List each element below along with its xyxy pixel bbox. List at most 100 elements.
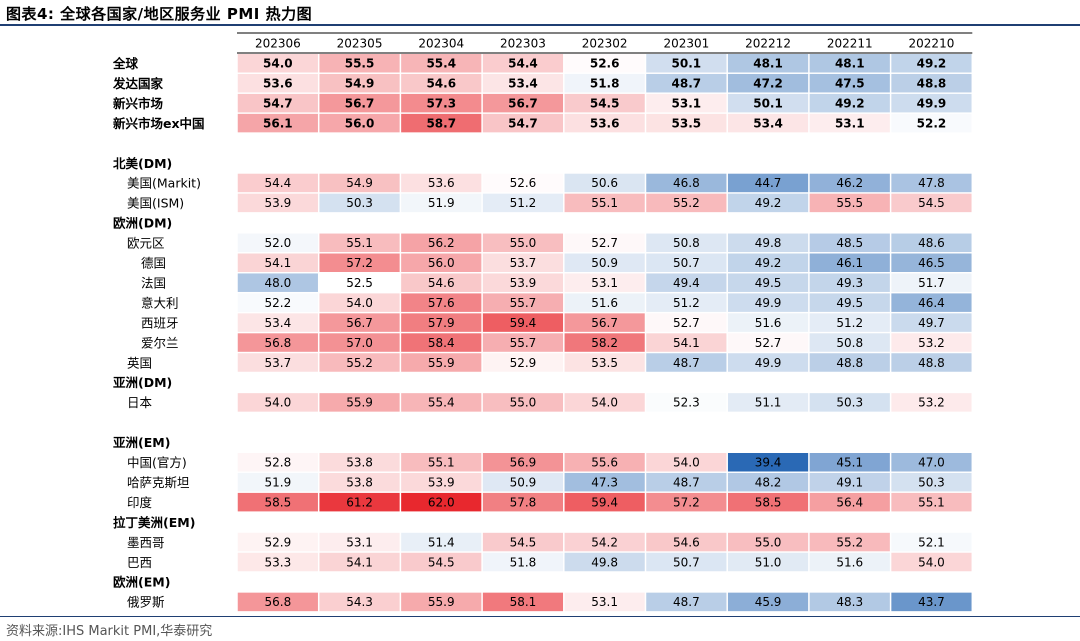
heatmap-cell — [401, 233, 482, 253]
heatmap-cell — [237, 393, 318, 412]
heatmap-cell — [646, 233, 727, 253]
heatmap-value: 54.0 — [591, 396, 618, 410]
heatmap-cell — [646, 453, 727, 472]
heatmap-cell — [891, 173, 972, 193]
row-label: 英国 — [127, 355, 152, 370]
heatmap-cell — [319, 54, 400, 73]
heatmap-cell — [482, 353, 564, 372]
heatmap-value: 50.3 — [836, 396, 863, 410]
row-label: 欧洲(EM) — [113, 575, 170, 590]
heatmap-cell — [564, 592, 645, 612]
heatmap-value: 58.5 — [264, 495, 291, 509]
heatmap-value: 55.4 — [428, 396, 455, 410]
row-label: 新兴市场 — [113, 96, 163, 111]
heatmap-cell — [319, 453, 400, 472]
heatmap-cell — [891, 253, 972, 272]
heatmap-value: 54.6 — [428, 276, 455, 290]
heatmap-value: 54.5 — [510, 535, 537, 549]
heatmap-value: 50.9 — [591, 256, 618, 270]
heatmap-value: 53.5 — [591, 356, 618, 370]
heatmap-cell — [482, 293, 564, 312]
heatmap-value: 52.8 — [264, 456, 291, 470]
heatmap-cell — [646, 492, 727, 512]
heatmap-value: 49.1 — [836, 475, 863, 489]
column-header: 202303 — [500, 37, 546, 51]
heatmap-cell — [482, 54, 564, 73]
heatmap-cell — [482, 453, 564, 472]
heatmap-cell — [809, 173, 890, 193]
heatmap-value: 47.5 — [835, 76, 865, 90]
heatmap-value: 55.0 — [510, 236, 537, 250]
heatmap-cell — [564, 293, 645, 312]
heatmap-value: 50.8 — [836, 336, 863, 350]
heatmap-value: 48.7 — [672, 76, 702, 90]
heatmap-cell — [891, 532, 972, 552]
heatmap-cell — [809, 313, 890, 332]
heatmap-value: 53.5 — [672, 116, 702, 130]
heatmap-value: 55.2 — [673, 196, 700, 210]
heatmap-value: 51.2 — [673, 296, 700, 310]
heatmap-value: 49.7 — [918, 316, 945, 330]
source-note: 资料来源:IHS Markit PMI,华泰研究 — [6, 624, 213, 639]
column-header: 202210 — [909, 37, 955, 51]
heatmap-value: 54.5 — [918, 196, 945, 210]
heatmap-value: 53.4 — [753, 116, 783, 130]
heatmap-value: 56.0 — [345, 116, 375, 130]
row-label: 意大利 — [141, 295, 179, 310]
heatmap-value: 57.2 — [346, 256, 373, 270]
heatmap-cell — [237, 552, 318, 572]
heatmap-value: 54.6 — [426, 76, 456, 90]
heatmap-value: 50.3 — [346, 196, 373, 210]
heatmap-value: 56.9 — [510, 456, 537, 470]
heatmap-value: 57.8 — [510, 495, 537, 509]
row-label: 拉丁美洲(EM) — [113, 515, 195, 530]
heatmap-cell — [319, 472, 400, 492]
heatmap-value: 55.5 — [836, 196, 863, 210]
heatmap-value: 52.7 — [673, 316, 700, 330]
heatmap-cell — [319, 532, 400, 552]
heatmap-value: 56.7 — [346, 316, 373, 330]
heatmap-value: 50.1 — [753, 96, 783, 110]
heatmap-cell — [727, 293, 809, 312]
heatmap-cell — [646, 93, 727, 113]
heatmap-cell — [319, 173, 400, 193]
heatmap-value: 58.5 — [755, 495, 782, 509]
heatmap-cell — [809, 592, 890, 612]
heatmap-value: 53.6 — [590, 116, 620, 130]
heatmap-value: 56.1 — [263, 116, 293, 130]
heatmap-cell — [401, 113, 482, 133]
heatmap-value: 53.9 — [510, 276, 537, 290]
row-label: 北美(DM) — [113, 156, 172, 171]
heatmap-value: 49.8 — [591, 555, 618, 569]
heatmap-value: 44.7 — [755, 176, 782, 190]
heatmap-cell — [891, 73, 972, 93]
heatmap-cell — [401, 333, 482, 352]
heatmap-cell — [891, 453, 972, 472]
heatmap-cell — [809, 333, 890, 352]
row-label: 全球 — [112, 56, 139, 71]
bottom-rule — [0, 616, 1080, 617]
heatmap-value: 57.0 — [346, 336, 373, 350]
heatmap-value: 49.2 — [835, 96, 865, 110]
row-label: 中国(官方) — [127, 455, 187, 470]
heatmap-cell — [237, 492, 318, 512]
heatmap-cell — [727, 333, 809, 352]
heatmap-cell — [646, 293, 727, 312]
heatmap-cell — [727, 193, 809, 213]
row-label: 日本 — [127, 395, 153, 410]
row-label: 巴西 — [127, 555, 152, 570]
heatmap-cell — [482, 113, 564, 133]
heatmap-cell — [564, 492, 645, 512]
heatmap-cell — [809, 552, 890, 572]
heatmap-cell — [237, 313, 318, 332]
heatmap-value: 46.2 — [836, 176, 863, 190]
heatmap-cell — [564, 193, 645, 213]
heatmap-value: 50.7 — [673, 256, 700, 270]
heatmap-cell — [891, 472, 972, 492]
heatmap-cell — [564, 273, 645, 292]
heatmap-cell — [564, 113, 645, 133]
heatmap-value: 54.7 — [508, 116, 538, 130]
heatmap-value: 54.4 — [264, 176, 291, 190]
heatmap-value: 46.8 — [673, 176, 700, 190]
heatmap-cell — [727, 233, 809, 253]
